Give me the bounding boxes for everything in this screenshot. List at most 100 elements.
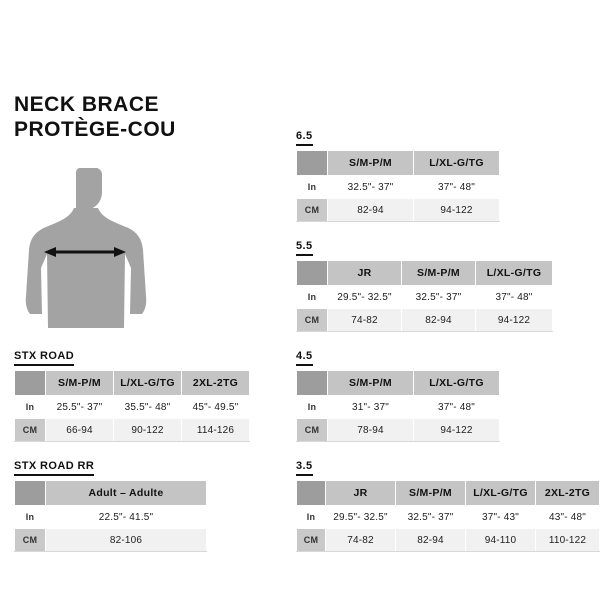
table-header-row: Adult – Adulte: [14, 480, 207, 506]
header-corner-cell: [14, 370, 46, 396]
table-cell: 94-122: [413, 198, 500, 222]
table-header-row: JR S/M-P/M L/XL-G/TG 2XL-2TG: [296, 480, 600, 506]
row-unit-label: In: [296, 285, 328, 309]
table-caption-stx-road: STX ROAD: [14, 350, 75, 366]
table-header-row: S/M-P/M L/XL-G/TG: [296, 370, 500, 396]
table-cell: 90-122: [113, 418, 182, 442]
table-cell: 35.5"- 48": [113, 395, 182, 419]
row-unit-label: CM: [296, 418, 328, 442]
table-cell: 22.5"- 41.5": [45, 505, 207, 529]
table-cell: 82-94: [327, 198, 414, 222]
column-header: L/XL-G/TG: [475, 260, 553, 286]
header-corner-cell: [296, 370, 328, 396]
table-caption-3-5: 3.5: [296, 460, 313, 476]
table-row: CM 74-82 82-94 94-122: [296, 308, 553, 332]
table-cell: 32.5"- 37": [395, 505, 466, 529]
column-header: 2XL-2TG: [535, 480, 600, 506]
row-unit-label: CM: [296, 198, 328, 222]
table-caption-stx-road-rr: STX ROAD RR: [14, 460, 95, 476]
table-cell: 29.5"- 32.5": [325, 505, 396, 529]
table-cell: 29.5"- 32.5": [327, 285, 402, 309]
table-cell: 82-94: [395, 528, 466, 552]
table-row: CM 74-82 82-94 94-110 110-122: [296, 528, 600, 552]
size-table-5-5: JR S/M-P/M L/XL-G/TG In 29.5"- 32.5" 32.…: [296, 260, 553, 332]
row-unit-label: In: [14, 505, 46, 529]
size-table-6-5: S/M-P/M L/XL-G/TG In 32.5"- 37" 37"- 48"…: [296, 150, 500, 222]
table-cell: 32.5"- 37": [327, 175, 414, 199]
table-group-3-5: 3.5 JR S/M-P/M L/XL-G/TG 2XL-2TG In 29.5…: [296, 456, 600, 552]
table-caption-5-5: 5.5: [296, 240, 313, 256]
table-cell: 82-94: [401, 308, 476, 332]
size-table-stx-road-rr: Adult – Adulte In 22.5"- 41.5" CM 82-106: [14, 480, 207, 552]
table-cell: 82-106: [45, 528, 207, 552]
table-caption-4-5: 4.5: [296, 350, 313, 366]
table-cell: 45"- 49.5": [181, 395, 250, 419]
row-unit-label: CM: [296, 308, 328, 332]
table-cell: 94-122: [413, 418, 500, 442]
row-unit-label: CM: [14, 418, 46, 442]
header-corner-cell: [296, 480, 326, 506]
row-unit-label: CM: [14, 528, 46, 552]
column-header: L/XL-G/TG: [413, 150, 500, 176]
table-group-4-5: 4.5 S/M-P/M L/XL-G/TG In 31"- 37" 37"- 4…: [296, 346, 500, 442]
table-cell: 94-110: [465, 528, 536, 552]
column-header: L/XL-G/TG: [413, 370, 500, 396]
table-row: CM 78-94 94-122: [296, 418, 500, 442]
table-row: CM 82-94 94-122: [296, 198, 500, 222]
table-row: In 25.5"- 37" 35.5"- 48" 45"- 49.5": [14, 395, 250, 419]
row-unit-label: In: [296, 395, 328, 419]
column-header: S/M-P/M: [45, 370, 114, 396]
title-line-french: PROTÈGE-COU: [14, 118, 176, 141]
table-row: In 29.5"- 32.5" 32.5"- 37" 37"- 48": [296, 285, 553, 309]
table-cell: 66-94: [45, 418, 114, 442]
table-group-6-5: 6.5 S/M-P/M L/XL-G/TG In 32.5"- 37" 37"-…: [296, 126, 500, 222]
table-header-row: S/M-P/M L/XL-G/TG: [296, 150, 500, 176]
table-cell: 32.5"- 37": [401, 285, 476, 309]
table-row: In 31"- 37" 37"- 48": [296, 395, 500, 419]
table-header-row: S/M-P/M L/XL-G/TG 2XL-2TG: [14, 370, 250, 396]
table-row: CM 66-94 90-122 114-126: [14, 418, 250, 442]
table-cell: 94-122: [475, 308, 553, 332]
chest-measurement-arrow: [44, 247, 126, 257]
table-cell: 37"- 48": [413, 175, 500, 199]
table-cell: 74-82: [325, 528, 396, 552]
table-group-stx-road-rr: STX ROAD RR Adult – Adulte In 22.5"- 41.…: [14, 456, 207, 552]
column-header: S/M-P/M: [395, 480, 466, 506]
size-table-stx-road: S/M-P/M L/XL-G/TG 2XL-2TG In 25.5"- 37" …: [14, 370, 250, 442]
table-group-stx-road: STX ROAD S/M-P/M L/XL-G/TG 2XL-2TG In 25…: [14, 346, 250, 442]
header-corner-cell: [296, 260, 328, 286]
column-header: S/M-P/M: [327, 370, 414, 396]
column-header: S/M-P/M: [327, 150, 414, 176]
size-table-4-5: S/M-P/M L/XL-G/TG In 31"- 37" 37"- 48" C…: [296, 370, 500, 442]
table-cell: 37"- 48": [413, 395, 500, 419]
title-line-english: NECK BRACE: [14, 93, 160, 116]
table-cell: 37"- 48": [475, 285, 553, 309]
table-row: In 22.5"- 41.5": [14, 505, 207, 529]
torso-silhouette-icon: [25, 168, 147, 328]
table-cell: 43"- 48": [535, 505, 600, 529]
size-table-3-5: JR S/M-P/M L/XL-G/TG 2XL-2TG In 29.5"- 3…: [296, 480, 600, 552]
table-cell: 25.5"- 37": [45, 395, 114, 419]
table-header-row: JR S/M-P/M L/XL-G/TG: [296, 260, 553, 286]
torso-silhouette-figure: [18, 168, 188, 338]
column-header: JR: [327, 260, 402, 286]
row-unit-label: CM: [296, 528, 326, 552]
table-cell: 74-82: [327, 308, 402, 332]
row-unit-label: In: [14, 395, 46, 419]
table-cell: 78-94: [327, 418, 414, 442]
page-title: NECK BRACE PROTÈGE-COU: [14, 92, 284, 142]
column-header: JR: [325, 480, 396, 506]
table-group-5-5: 5.5 JR S/M-P/M L/XL-G/TG In 29.5"- 32.5"…: [296, 236, 553, 332]
column-header: S/M-P/M: [401, 260, 476, 286]
column-header: L/XL-G/TG: [465, 480, 536, 506]
column-header: L/XL-G/TG: [113, 370, 182, 396]
column-header: 2XL-2TG: [181, 370, 250, 396]
table-cell: 114-126: [181, 418, 250, 442]
row-unit-label: In: [296, 505, 326, 529]
column-header: Adult – Adulte: [45, 480, 207, 506]
table-row: In 29.5"- 32.5" 32.5"- 37" 37"- 43" 43"-…: [296, 505, 600, 529]
header-corner-cell: [296, 150, 328, 176]
table-cell: 31"- 37": [327, 395, 414, 419]
header-corner-cell: [14, 480, 46, 506]
